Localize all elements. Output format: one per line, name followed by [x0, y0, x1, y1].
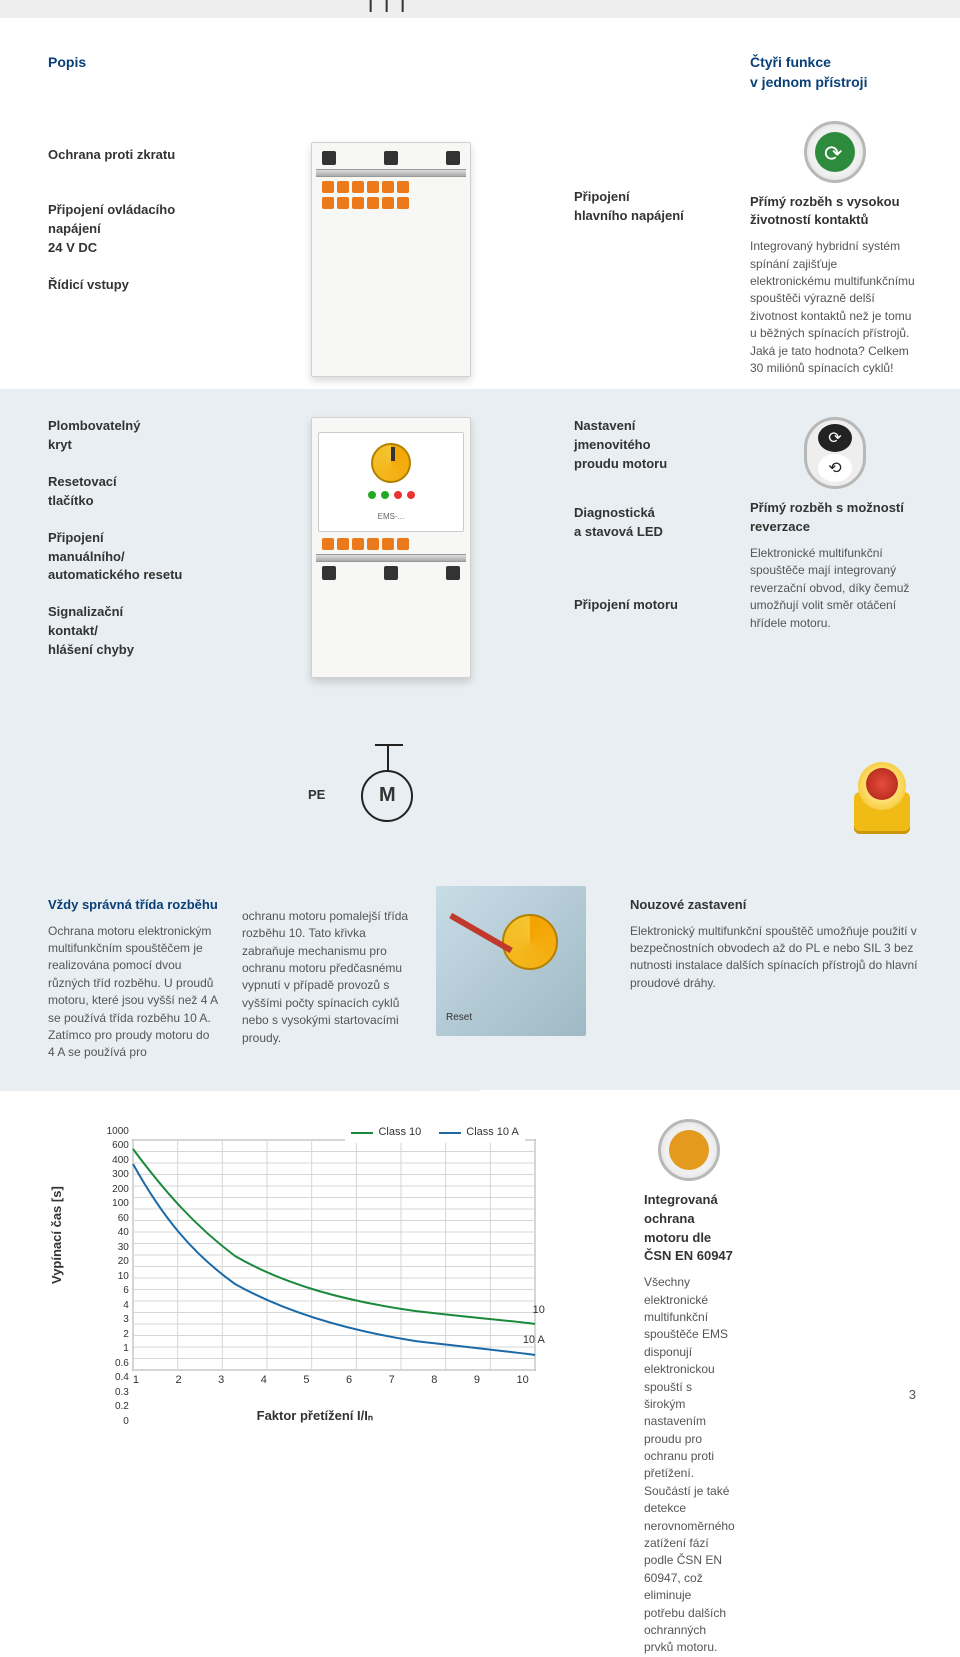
- lbl-short-circuit: Ochrana proti zkratu: [48, 147, 175, 162]
- lbl-motconn: Připojení motoru: [574, 597, 678, 612]
- chart-legend: Class 10 Class 10 A: [345, 1123, 524, 1143]
- dial-photo: [436, 886, 586, 1036]
- lbl-diag2: a stavová LED: [574, 523, 714, 542]
- lbl-fault1: Signalizační: [48, 603, 208, 622]
- lbl-nom3: proudu motoru: [574, 455, 714, 474]
- lbl-main1: Připojení: [574, 188, 714, 207]
- motor-symbol: M: [361, 770, 413, 822]
- lbl-seal2: kryt: [48, 436, 208, 455]
- band-chart: Vypínací čas [s] Class 10 Class 10 A 10 …: [0, 1090, 480, 1380]
- lbl-diag1: Diagnostická: [574, 504, 714, 523]
- lbl-ctrl-inputs: Řídicí vstupy: [48, 277, 129, 292]
- lbl-man3: automatického resetu: [48, 566, 208, 585]
- inline-10: 10: [533, 1303, 545, 1319]
- device-bottom-half: EMS-...: [311, 417, 471, 677]
- lbl-ctrl-supply3: 24 V DC: [48, 239, 208, 258]
- dol-text: Integrovaný hybridní systém spínání zaji…: [750, 238, 920, 377]
- pe-label: PE: [308, 786, 325, 805]
- top-strip: [0, 0, 960, 18]
- lbl-fault3: hlášení chyby: [48, 641, 208, 660]
- estop-icon: [844, 758, 920, 834]
- motor-m: M: [379, 781, 396, 810]
- lbl-reset1: Resetovací: [48, 473, 208, 492]
- legend-class10a: Class 10 A: [466, 1125, 519, 1141]
- lbl-ctrl-supply1: Připojení ovládacího: [48, 201, 208, 220]
- dol-icon: [804, 121, 866, 183]
- current-dial: [371, 443, 411, 483]
- prot-title: Integrovaná ochrana motoru dle ČSN EN 60…: [644, 1191, 735, 1266]
- lbl-nom2: jmenovitého: [574, 436, 714, 455]
- chart-svg: [75, 1119, 555, 1409]
- lbl-man2: manuálního/: [48, 548, 208, 567]
- lbl-seal1: Plombovatelný: [48, 417, 208, 436]
- band-class-estop: PE M Vždy správná třída rozběhu Ochrana …: [0, 706, 960, 1090]
- protection-icon: [658, 1119, 720, 1181]
- chart-xticks: 12345678910: [133, 1373, 529, 1389]
- class-para2: ochranu motoru pomalejší třída rozběhu 1…: [242, 908, 412, 1047]
- lbl-reset2: tlačítko: [48, 492, 208, 511]
- prot-text: Všechny elektronické multifunkční spoušt…: [644, 1274, 735, 1657]
- rev-title: Přímý rozběh s možností reverzace: [750, 499, 920, 537]
- class-title: Vždy správná třída rozběhu: [48, 896, 218, 915]
- estop-text: Elektronický multifunkční spouštěč umožň…: [630, 923, 920, 993]
- chart-yticks: 10006004003002001006040302010643210.60.4…: [99, 1125, 129, 1367]
- dol-title: Přímý rozběh s vysokou životností kontak…: [750, 193, 920, 231]
- estop-title: Nouzové zastavení: [630, 896, 920, 915]
- band-reverse: Plombovatelný kryt Resetovací tlačítko P…: [0, 389, 960, 705]
- lbl-ctrl-supply2: napájení: [48, 220, 208, 239]
- band-dol: Popis Ochrana proti zkratu Připojení ovl…: [0, 18, 960, 389]
- device-top-half: [311, 142, 471, 377]
- four-functions-heading: Čtyři funkce v jednom přístroji: [750, 52, 920, 93]
- lbl-nom1: Nastavení: [574, 417, 714, 436]
- lbl-man1: Připojení: [48, 529, 208, 548]
- reverse-icon: ⟳⟲: [804, 417, 866, 489]
- lbl-main2: hlavního napájení: [574, 207, 714, 226]
- rev-text: Elektronické multifunkční spouštěče mají…: [750, 545, 920, 632]
- inline-10a: 10 A: [523, 1333, 545, 1349]
- class-para1: Ochrana motoru elektronickým multifunkčn…: [48, 923, 218, 1062]
- chart-ylabel: Vypínací čas [s]: [48, 1119, 67, 1352]
- trip-chart: Class 10 Class 10 A 10 10 A 100060040030…: [75, 1119, 555, 1409]
- chart-xlabel: Faktor přetížení I/Iₙ: [75, 1407, 555, 1426]
- popis-heading: Popis: [48, 52, 208, 72]
- legend-class10: Class 10: [378, 1125, 421, 1141]
- lbl-fault2: kontakt/: [48, 622, 208, 641]
